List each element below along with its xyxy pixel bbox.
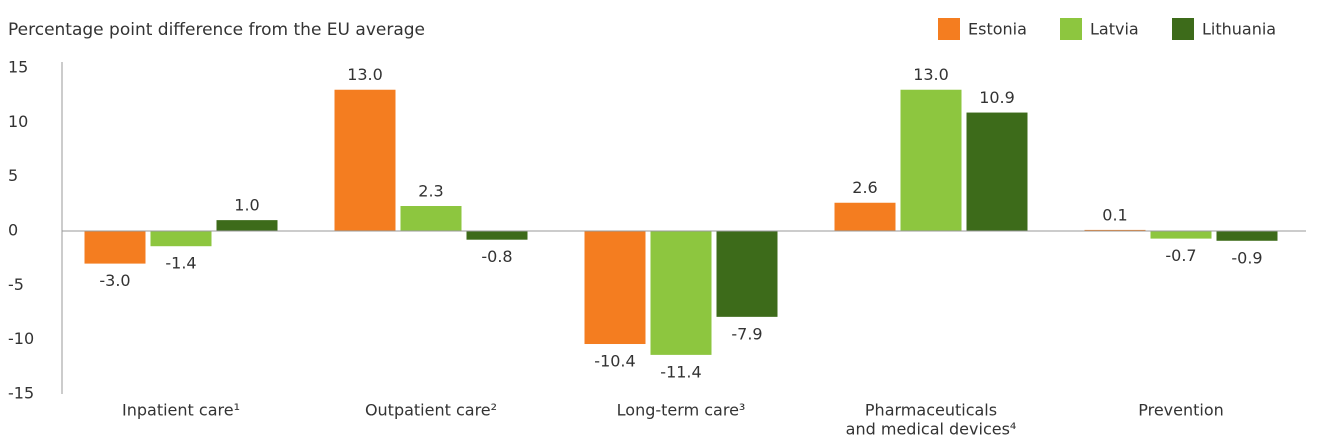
x-tick-label: and medical devices⁴ xyxy=(846,420,1017,439)
value-label: -0.9 xyxy=(1231,248,1262,267)
chart-title: Percentage point difference from the EU … xyxy=(8,20,425,40)
x-tick-label: Outpatient care² xyxy=(365,401,497,420)
value-label: 2.6 xyxy=(852,178,877,197)
value-label: -0.8 xyxy=(481,247,512,266)
legend-label: Lithuania xyxy=(1202,20,1276,39)
bar xyxy=(1084,229,1146,231)
value-label: -1.4 xyxy=(165,254,196,273)
legend-label: Estonia xyxy=(968,20,1027,39)
y-tick-label: 0 xyxy=(8,221,18,240)
bar xyxy=(650,231,712,355)
bar xyxy=(400,206,462,231)
bar xyxy=(834,202,896,231)
legend-label: Latvia xyxy=(1090,20,1139,39)
value-label: 13.0 xyxy=(913,65,949,84)
value-label: 0.1 xyxy=(1102,205,1127,224)
y-tick-label: 10 xyxy=(8,112,28,131)
bar xyxy=(334,89,396,231)
legend-swatch xyxy=(1172,18,1194,40)
bar xyxy=(84,231,146,264)
bar xyxy=(584,231,646,345)
bar xyxy=(150,231,212,247)
y-tick-label: 15 xyxy=(8,58,28,77)
y-tick-label: -15 xyxy=(8,384,34,403)
bar xyxy=(716,231,778,317)
value-label: -11.4 xyxy=(660,362,701,381)
value-label: -10.4 xyxy=(594,352,635,371)
value-label: -3.0 xyxy=(99,271,130,290)
bar xyxy=(900,89,962,231)
legend-swatch xyxy=(938,18,960,40)
y-tick-label: -10 xyxy=(8,329,34,348)
value-label: -0.7 xyxy=(1165,246,1196,265)
bar xyxy=(1150,231,1212,239)
value-label: 10.9 xyxy=(979,88,1015,107)
value-label: 13.0 xyxy=(347,65,383,84)
value-label: 2.3 xyxy=(418,182,443,201)
value-label: 1.0 xyxy=(234,196,259,215)
x-tick-label: Prevention xyxy=(1138,401,1224,420)
value-label: -7.9 xyxy=(731,324,762,343)
y-tick-label: -5 xyxy=(8,275,24,294)
y-tick-label: 5 xyxy=(8,166,18,185)
bar xyxy=(216,220,278,231)
x-tick-label: Long-term care³ xyxy=(617,401,746,420)
bar xyxy=(1216,231,1278,241)
legend-swatch xyxy=(1060,18,1082,40)
x-tick-label: Inpatient care¹ xyxy=(122,401,240,420)
bar xyxy=(466,231,528,240)
bar xyxy=(966,112,1028,231)
x-tick-label: Pharmaceuticals xyxy=(865,401,997,420)
